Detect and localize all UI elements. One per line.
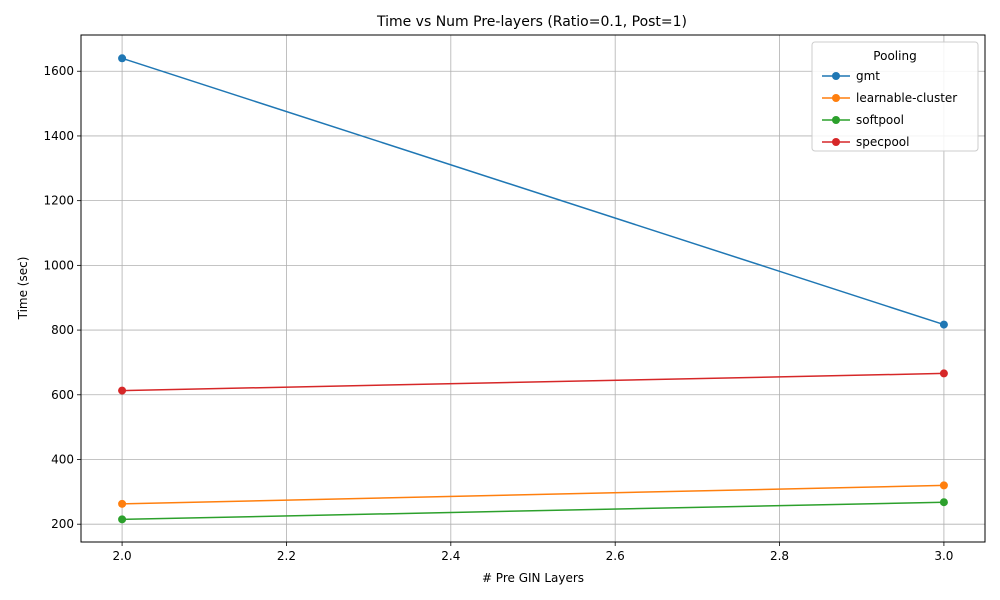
- plot-frame: [80, 34, 986, 543]
- chart-title: Time vs Num Pre-layers (Ratio=0.1, Post=…: [376, 14, 687, 30]
- x-tick-label: 2.0: [113, 549, 132, 563]
- x-tick-label: 2.2: [277, 549, 296, 563]
- series-line-softpool: [122, 501, 944, 521]
- series-line-learnable-cluster: [122, 484, 944, 505]
- legend-label-softpool: softpool: [856, 113, 904, 127]
- x-axis-ticks: 2.0 2.2 2.4 2.6 2.8 3.0: [113, 542, 953, 563]
- data-point-specpool: [118, 386, 127, 395]
- x-tick-label: 3.0: [934, 549, 953, 563]
- y-tick-label: 1000: [43, 258, 74, 272]
- y-tick-label: 600: [51, 388, 74, 402]
- y-tick-label: 800: [51, 323, 74, 337]
- y-tick-label: 1200: [43, 194, 74, 208]
- series-line-specpool: [122, 372, 944, 392]
- legend-title: Pooling: [873, 49, 916, 63]
- x-tick-label: 2.8: [770, 549, 789, 563]
- data-point-softpool: [118, 515, 127, 524]
- series-lines: [121, 57, 945, 521]
- x-tick-label: 2.4: [441, 549, 460, 563]
- data-point-specpool: [939, 369, 948, 378]
- y-tick-label: 400: [51, 452, 74, 466]
- legend-marker-specpool: [832, 138, 840, 146]
- legend-marker-learnable-cluster: [832, 94, 840, 102]
- y-tick-label: 1600: [43, 64, 74, 78]
- y-axis-label: Time (sec): [16, 257, 30, 321]
- x-axis-label: # Pre GIN Layers: [482, 571, 584, 585]
- data-point-gmt: [939, 320, 948, 329]
- legend-label-gmt: gmt: [856, 69, 880, 83]
- data-point-learnable-cluster: [939, 481, 948, 490]
- legend-label-learnable-cluster: learnable-cluster: [856, 91, 957, 105]
- y-tick-label: 200: [51, 517, 74, 531]
- y-axis-ticks: 200 400 600 800 1000 1200 1400 1600: [43, 64, 81, 531]
- x-tick-label: 2.6: [606, 549, 625, 563]
- legend-marker-softpool: [832, 116, 840, 124]
- legend-items: gmt learnable-cluster softpool specpool: [822, 69, 957, 149]
- legend: Pooling gmt learnable-cluster softpool spec…: [811, 41, 979, 152]
- data-point-softpool: [939, 498, 948, 507]
- legend-box: [811, 41, 979, 152]
- legend-label-specpool: specpool: [856, 135, 909, 149]
- data-point-gmt: [118, 54, 127, 63]
- data-point-learnable-cluster: [118, 499, 127, 508]
- series-line-gmt: [121, 57, 945, 326]
- grid-lines: [81, 35, 985, 542]
- y-tick-label: 1400: [43, 129, 74, 143]
- data-points: [118, 54, 948, 524]
- legend-marker-gmt: [832, 72, 840, 80]
